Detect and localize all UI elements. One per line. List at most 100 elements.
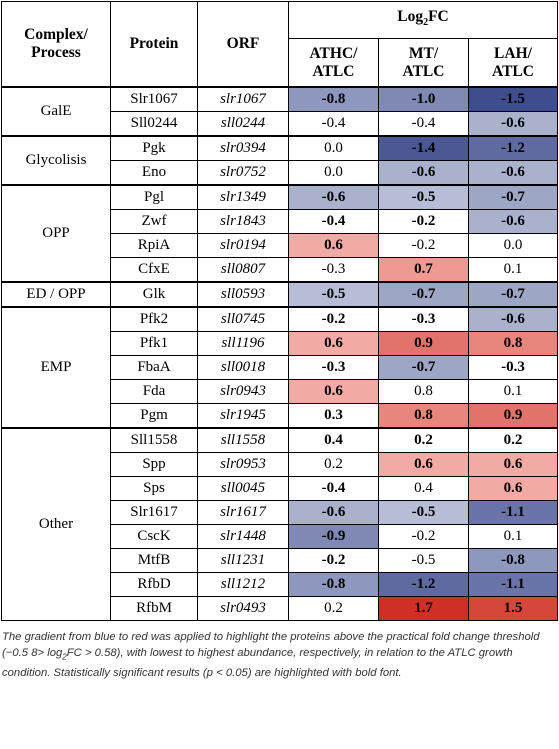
header-orf: ORF <box>197 1 289 88</box>
log-fc-value: 0.6 <box>288 379 379 404</box>
log-fc-value: 0.0 <box>288 135 379 161</box>
protein: FbaA <box>110 355 198 380</box>
table-header: Complex/ Process Protein ORF Log2FC ATHC… <box>1 0 559 89</box>
orf: sll0807 <box>197 257 289 283</box>
table-row: GalE Slr1067 slr1067 -0.8 -1.0 -1.5 <box>1 86 559 137</box>
log-fc-value: 0.9 <box>467 403 559 429</box>
logfc-base: Log <box>397 8 424 26</box>
header-protein: Protein <box>110 1 198 88</box>
log-fc-value: -0.6 <box>467 111 559 137</box>
caption-text: FC > 0.58), with lowest to highest abund… <box>2 647 513 680</box>
orf: sll1212 <box>197 572 289 597</box>
log-fc-value: -0.5 <box>288 281 379 308</box>
log-fc-value: -1.2 <box>467 135 559 161</box>
log-fc-value: -0.3 <box>378 306 469 332</box>
log-fc-value: -0.2 <box>288 548 379 573</box>
orf: slr0194 <box>197 233 289 258</box>
log-fc-value: 0.1 <box>467 379 559 404</box>
table-row: OPP Pgl slr1349 -0.6 -0.5 -0.7 <box>1 184 559 283</box>
orf: slr1067 <box>197 86 289 112</box>
log-fc-value: 0.9 <box>378 331 469 356</box>
table-body: GalE Slr1067 slr1067 -0.8 -1.0 -1.5 Sll0244 sll… <box>1 86 559 621</box>
protein: Pfk2 <box>110 306 198 332</box>
table-row: FbaA sll0018 -0.3 -0.7 -0.3 <box>2 355 559 380</box>
log-fc-value: 0.2 <box>288 452 379 477</box>
log-fc-value: -0.6 <box>467 306 559 332</box>
log-fc-value: -1.1 <box>467 500 559 525</box>
orf: sll0018 <box>197 355 289 380</box>
log-fc-value: 0.4 <box>378 476 469 501</box>
log-fc-value: -0.4 <box>288 209 379 234</box>
group-name: GalE <box>1 86 111 137</box>
log-fc-value: -1.2 <box>378 572 469 597</box>
orf: sll0745 <box>197 306 289 332</box>
log-fc-value: -0.5 <box>378 500 469 525</box>
log-fc-value: 0.3 <box>288 403 379 429</box>
table-row: RfbD sll1212 -0.8 -1.2 -1.1 <box>2 572 559 597</box>
log-fc-value: 0.4 <box>288 427 379 453</box>
orf: sll1558 <box>197 427 289 453</box>
protein: CfxE <box>110 257 198 283</box>
log-fc-value: -1.1 <box>467 572 559 597</box>
log-fc-value: -0.8 <box>288 86 379 112</box>
table-row: RfbM slr0493 0.2 1.7 1.5 <box>2 596 559 621</box>
protein: Sps <box>110 476 198 501</box>
protein: Spp <box>110 452 198 477</box>
table-row: Slr1617 slr1617 -0.6 -0.5 -1.1 <box>2 500 559 525</box>
caption-text: The gradient from blue to red was applie… <box>2 631 540 659</box>
orf: sll0244 <box>197 111 289 137</box>
log-fc-value: -0.2 <box>378 524 469 549</box>
log-fc-value: 0.2 <box>288 596 379 621</box>
log-fc-value: -0.6 <box>467 160 559 186</box>
log-fc-value: -0.2 <box>378 209 469 234</box>
log-fc-value: 0.0 <box>288 160 379 186</box>
table-row: Pfk1 sll1196 0.6 0.9 0.8 <box>2 331 559 356</box>
protein: Sll1558 <box>110 427 198 453</box>
log-fc-value: -0.8 <box>288 572 379 597</box>
header-condition: ATHC/ ATLC <box>288 38 379 89</box>
log-fc-value: -0.4 <box>288 476 379 501</box>
header-complex: Complex/ Process <box>1 1 111 88</box>
group-name: Other <box>1 427 111 621</box>
protein: Sll0244 <box>110 111 198 137</box>
log-fc-value: 0.6 <box>288 331 379 356</box>
table-row: Spp slr0953 0.2 0.6 0.6 <box>2 452 559 477</box>
group-name: OPP <box>1 184 111 283</box>
header-logfc: Log2FC <box>287 0 559 40</box>
log-fc-value: -0.3 <box>467 355 559 380</box>
protein: Pgm <box>110 403 198 429</box>
log-fc-value: -0.3 <box>288 355 379 380</box>
table-row: RpiA slr0194 0.6 -0.2 0.0 <box>2 233 559 258</box>
orf: slr1945 <box>197 403 289 429</box>
orf: slr1843 <box>197 209 289 234</box>
log-fc-value: 0.2 <box>467 427 559 453</box>
orf: slr1448 <box>197 524 289 549</box>
orf: sll0045 <box>197 476 289 501</box>
protein: Slr1617 <box>110 500 198 525</box>
log-fc-value: -0.2 <box>288 306 379 332</box>
log-fc-value: -0.6 <box>467 209 559 234</box>
log-fc-value: -0.7 <box>467 184 559 210</box>
log-fc-value: -0.7 <box>378 281 469 308</box>
log-fc-value: -0.7 <box>467 281 559 308</box>
caption: The gradient from blue to red was applie… <box>2 629 556 681</box>
log-fc-value: 0.8 <box>378 379 469 404</box>
log-fc-value: -0.2 <box>378 233 469 258</box>
orf: sll0593 <box>197 281 289 308</box>
orf: slr1617 <box>197 500 289 525</box>
orf: slr0953 <box>197 452 289 477</box>
log-fc-value: -0.5 <box>378 548 469 573</box>
protein: Pgl <box>110 184 198 210</box>
header-condition: MT/ ATLC <box>378 38 469 89</box>
log-fc-value: 0.8 <box>378 403 469 429</box>
protein: Zwf <box>110 209 198 234</box>
table-row: MtfB sll1231 -0.2 -0.5 -0.8 <box>2 548 559 573</box>
log-fc-value: -1.5 <box>467 86 559 112</box>
table-row: EMP Pfk2 sll0745 -0.2 -0.3 -0.6 <box>1 306 559 429</box>
table-row: CscK slr1448 -0.9 -0.2 0.1 <box>2 524 559 549</box>
log-fc-value: 0.2 <box>378 427 469 453</box>
protein: RpiA <box>110 233 198 258</box>
log-fc-value: -0.3 <box>288 257 379 283</box>
log-fc-value: 0.1 <box>467 524 559 549</box>
